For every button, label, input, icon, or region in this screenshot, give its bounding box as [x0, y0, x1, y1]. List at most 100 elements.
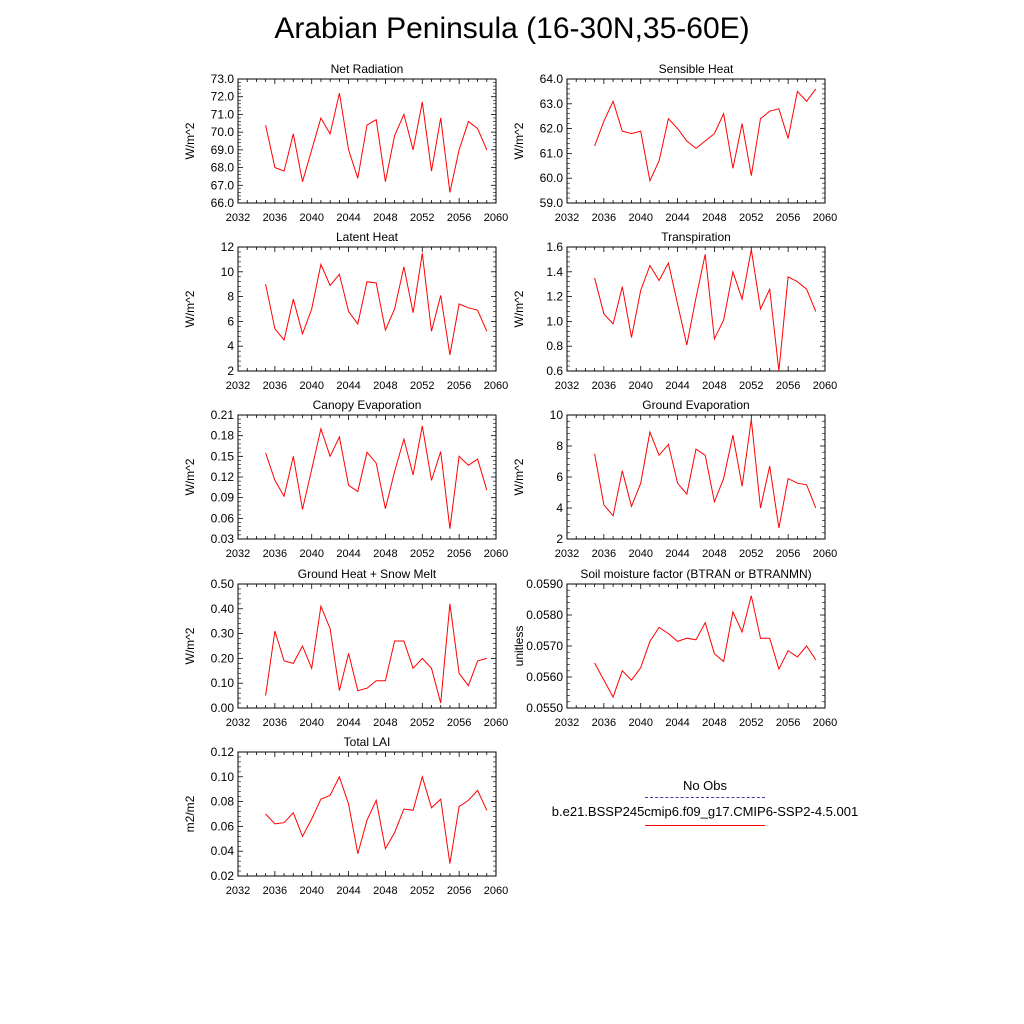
y-tick-label: 66.0	[211, 196, 235, 210]
x-tick-label: 2048	[702, 212, 726, 224]
panel-8: Soil moisture factor (BTRAN or BTRANMN) u…	[512, 567, 837, 729]
y-tick-label: 0.00	[211, 701, 235, 715]
y-tick-label: 2	[556, 532, 563, 546]
panel-title: Net Radiation	[331, 62, 404, 76]
y-tick-label: 0.06	[211, 511, 235, 525]
legend-model-line	[645, 825, 765, 826]
y-tick-label: 0.06	[211, 819, 235, 833]
y-axis-label: unitless	[512, 626, 526, 667]
y-tick-label: 1.0	[546, 314, 563, 328]
x-tick-label: 2056	[447, 717, 471, 729]
y-tick-label: 0.6	[546, 364, 563, 378]
x-tick-label: 2036	[263, 885, 287, 897]
y-tick-label: 0.0560	[526, 670, 563, 684]
panel-4: Transpiration W/m^2 2032 2036 2040 2044 2048 20…	[512, 230, 837, 392]
x-tick-label: 2048	[373, 212, 397, 224]
x-tick-label: 2040	[299, 717, 323, 729]
series-line	[265, 425, 488, 529]
x-tick-label: 2032	[555, 717, 579, 729]
x-tick-label: 2056	[447, 548, 471, 560]
y-tick-label: 0.18	[211, 429, 235, 443]
panel-3: Latent Heat W/m^2 2032 2036 2040 2044 2048 2052…	[183, 230, 508, 392]
y-tick-label: 64.0	[540, 72, 564, 86]
x-tick-label: 2060	[484, 885, 508, 897]
y-tick-label: 10	[221, 265, 235, 279]
y-tick-label: 0.0570	[526, 639, 563, 653]
legend-model-label: b.e21.BSSP245cmip6.f09_g17.CMIP6-SSP2-4.…	[551, 804, 859, 819]
x-tick-label: 2040	[628, 717, 652, 729]
y-axis-label: W/m^2	[183, 290, 197, 327]
x-tick-label: 2048	[373, 717, 397, 729]
y-tick-label: 0.21	[211, 408, 235, 422]
x-tick-label: 2052	[739, 212, 763, 224]
x-tick-label: 2044	[336, 548, 360, 560]
y-tick-label: 0.50	[211, 577, 235, 591]
x-tick-label: 2044	[665, 548, 689, 560]
y-tick-label: 0.8	[546, 339, 563, 353]
y-tick-label: 0.12	[211, 745, 235, 759]
panel-title: Ground Evaporation	[642, 398, 749, 412]
x-tick-label: 2044	[336, 212, 360, 224]
x-tick-label: 2048	[373, 885, 397, 897]
x-tick-label: 2044	[665, 212, 689, 224]
y-tick-label: 1.4	[546, 265, 563, 279]
x-tick-label: 2060	[484, 717, 508, 729]
y-tick-label: 62.0	[540, 122, 564, 136]
x-tick-label: 2040	[299, 212, 323, 224]
series-line	[265, 774, 488, 864]
y-tick-label: 4	[556, 501, 563, 515]
y-tick-label: 0.10	[211, 676, 235, 690]
legend: No Obs b.e21.BSSP245cmip6.f09_g17.CMIP6-…	[520, 778, 890, 826]
x-tick-label: 2032	[555, 548, 579, 560]
y-tick-label: 2	[227, 364, 234, 378]
y-axis-label: W/m^2	[183, 627, 197, 664]
y-tick-label: 0.03	[211, 532, 235, 546]
x-tick-label: 2060	[813, 380, 837, 392]
y-tick-label: 73.0	[211, 72, 235, 86]
x-tick-label: 2056	[776, 212, 800, 224]
plot-frame	[237, 751, 497, 877]
y-tick-label: 1.2	[546, 290, 563, 304]
x-tick-label: 2048	[373, 548, 397, 560]
x-tick-label: 2056	[776, 380, 800, 392]
y-tick-label: 0.15	[211, 449, 235, 463]
series-line	[594, 595, 817, 699]
x-tick-label: 2032	[226, 717, 250, 729]
y-tick-label: 8	[227, 290, 234, 304]
x-tick-label: 2052	[410, 380, 434, 392]
y-tick-label: 59.0	[540, 196, 564, 210]
plot-frame	[566, 246, 826, 372]
legend-obs-label: No Obs	[682, 778, 728, 793]
x-tick-label: 2052	[410, 212, 434, 224]
x-tick-label: 2036	[263, 212, 287, 224]
y-tick-label: 72.0	[211, 90, 235, 104]
y-tick-label: 69.0	[211, 143, 235, 157]
page-title: Arabian Peninsula (16-30N,35-60E)	[274, 12, 750, 45]
panel-title: Latent Heat	[336, 230, 399, 244]
y-axis-label: W/m^2	[512, 122, 526, 159]
panel-1: Net Radiation W/m^2 2032 2036 2040 2044 2048 20…	[183, 62, 508, 224]
y-tick-label: 0.0580	[526, 608, 563, 622]
x-tick-label: 2032	[226, 212, 250, 224]
x-tick-label: 2056	[447, 885, 471, 897]
x-tick-label: 2056	[447, 212, 471, 224]
panel-title: Transpiration	[661, 230, 731, 244]
series-line	[594, 249, 817, 372]
x-tick-label: 2032	[555, 380, 579, 392]
x-tick-label: 2040	[628, 380, 652, 392]
panel-title: Ground Heat + Snow Melt	[298, 567, 437, 581]
x-tick-label: 2036	[263, 548, 287, 560]
y-tick-label: 60.0	[540, 171, 564, 185]
x-tick-label: 2052	[410, 548, 434, 560]
x-tick-label: 2060	[484, 212, 508, 224]
x-tick-label: 2052	[410, 885, 434, 897]
x-tick-label: 2032	[226, 885, 250, 897]
x-tick-label: 2036	[592, 717, 616, 729]
plot-frame	[237, 78, 497, 204]
series-line	[265, 603, 487, 704]
x-tick-label: 2060	[813, 717, 837, 729]
x-tick-label: 2052	[410, 717, 434, 729]
panel-title: Total LAI	[344, 735, 391, 749]
series-line	[265, 253, 488, 355]
x-tick-label: 2056	[776, 548, 800, 560]
